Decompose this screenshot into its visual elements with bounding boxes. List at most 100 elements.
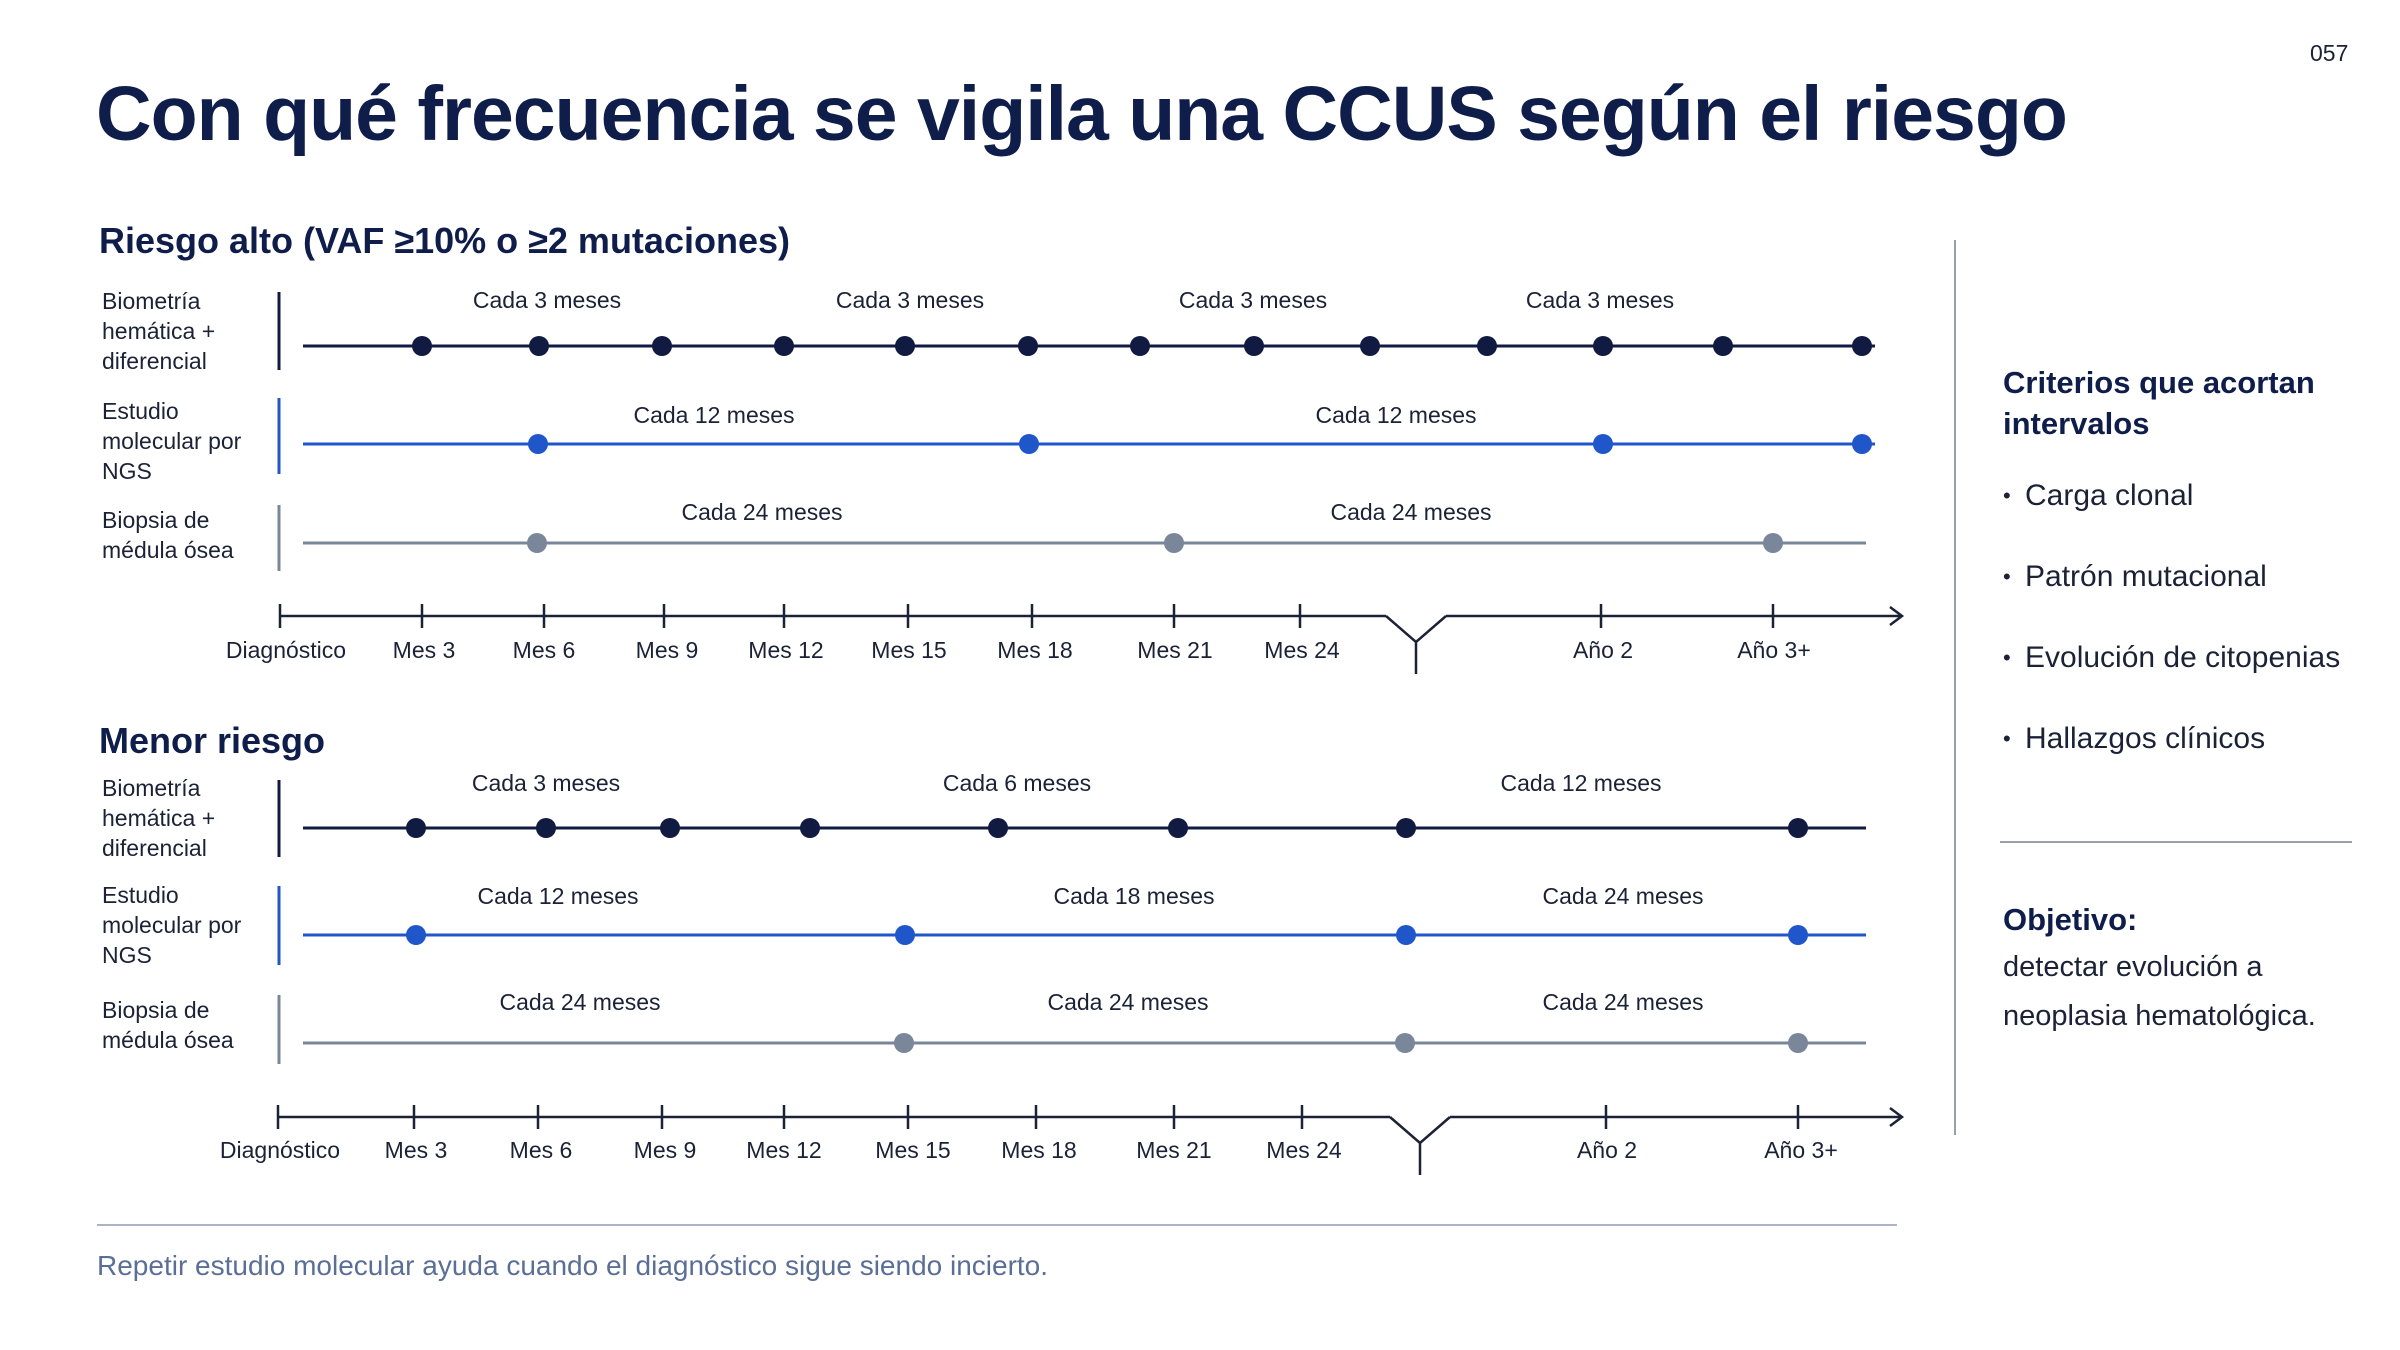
axis-arrow-icon bbox=[1889, 606, 1905, 626]
visit-dot bbox=[1396, 925, 1416, 945]
visit-dot bbox=[988, 818, 1008, 838]
section-title-lower-risk: Menor riesgo bbox=[99, 720, 326, 761]
axis-tick-label: Mes 24 bbox=[1266, 1137, 1342, 1163]
visit-dot bbox=[894, 1033, 914, 1053]
interval-label: Cada 24 meses bbox=[1047, 989, 1208, 1015]
axis-tick-label: Mes 9 bbox=[636, 637, 699, 663]
row-label-ngs: Estudio molecular por NGS bbox=[102, 398, 242, 484]
row-label-blood-count: Biometría hemática + diferencial bbox=[102, 775, 216, 861]
axis-tick-label: Mes 18 bbox=[997, 637, 1072, 663]
criteria-item: Patrón mutacional bbox=[2003, 555, 2340, 636]
visit-dot bbox=[1788, 818, 1808, 838]
section-title-high-risk: Riesgo alto (VAF ≥10% o ≥2 mutaciones) bbox=[99, 220, 790, 261]
interval-label: Cada 24 meses bbox=[1542, 883, 1703, 909]
visit-dot bbox=[1164, 533, 1184, 553]
visit-dot bbox=[1396, 818, 1416, 838]
interval-label: Cada 24 meses bbox=[1542, 989, 1703, 1015]
interval-label: Cada 12 meses bbox=[633, 402, 794, 428]
visit-dot bbox=[1852, 434, 1872, 454]
criteria-item: Evolución de citopenias bbox=[2003, 636, 2340, 717]
axis-tick-label: Mes 15 bbox=[875, 1137, 950, 1163]
row-label-blood-count: Biometría hemática + diferencial bbox=[102, 288, 216, 374]
axis-break bbox=[1385, 615, 1447, 644]
interval-label: Cada 24 meses bbox=[499, 989, 660, 1015]
goal-title: Objetivo: bbox=[2003, 902, 2138, 937]
visit-dot bbox=[406, 818, 426, 838]
interval-label: Cada 6 meses bbox=[943, 770, 1091, 796]
visit-dot bbox=[1395, 1033, 1415, 1053]
visit-dot bbox=[774, 336, 794, 356]
vertical-divider bbox=[1954, 240, 1956, 1135]
axis-tick-label: Año 3+ bbox=[1764, 1137, 1838, 1163]
visit-dot bbox=[529, 336, 549, 356]
interval-label: Cada 3 meses bbox=[473, 287, 621, 313]
axis-tick-label: Diagnóstico bbox=[220, 1137, 340, 1163]
axis-tick-label: Mes 12 bbox=[748, 637, 823, 663]
visit-dot bbox=[895, 336, 915, 356]
visit-dot bbox=[1593, 434, 1613, 454]
axis-tick-label: Mes 12 bbox=[746, 1137, 821, 1163]
visit-dot bbox=[536, 818, 556, 838]
visit-dot bbox=[527, 533, 547, 553]
visit-dot bbox=[800, 818, 820, 838]
goal-text: detectar evolución a neoplasia hematológ… bbox=[2003, 951, 2316, 1032]
surveillance-timeline: Cada 3 meses Cada 3 meses Cada 3 meses Cada… bbox=[220, 287, 1905, 1175]
axis-tick-label: Mes 18 bbox=[1001, 1137, 1076, 1163]
axis-tick-label: Mes 6 bbox=[510, 1137, 573, 1163]
axis-tick-label: Año 2 bbox=[1577, 1137, 1637, 1163]
visit-dot bbox=[652, 336, 672, 356]
interval-label: Cada 3 meses bbox=[1179, 287, 1327, 313]
criteria-item: Hallazgos clínicos bbox=[2003, 717, 2340, 798]
visit-dot bbox=[1852, 336, 1872, 356]
axis-tick-label: Año 3+ bbox=[1737, 637, 1811, 663]
sidebar-divider bbox=[2000, 841, 2352, 843]
page-number: 057 bbox=[2310, 40, 2349, 66]
axis-tick-label: Mes 3 bbox=[385, 1137, 448, 1163]
footer-note: Repetir estudio molecular ayuda cuando e… bbox=[97, 1250, 1049, 1281]
axis-tick-label: Mes 21 bbox=[1137, 637, 1212, 663]
visit-dot bbox=[1593, 336, 1613, 356]
visit-dot bbox=[1713, 336, 1733, 356]
axis-tick-label: Diagnóstico bbox=[226, 637, 346, 663]
interval-label: Cada 3 meses bbox=[1526, 287, 1674, 313]
visit-dot bbox=[1763, 533, 1783, 553]
visit-dot bbox=[1788, 925, 1808, 945]
axis-tick-label: Mes 3 bbox=[393, 637, 456, 663]
interval-label: Cada 24 meses bbox=[1330, 499, 1491, 525]
visit-dot bbox=[1788, 1033, 1808, 1053]
page-title: Con qué frecuencia se vigila una CCUS se… bbox=[96, 71, 2068, 157]
visit-dot bbox=[895, 925, 915, 945]
axis-tick-label: Mes 24 bbox=[1264, 637, 1340, 663]
axis-tick-label: Mes 9 bbox=[634, 1137, 697, 1163]
row-label-ngs: Estudio molecular por NGS bbox=[102, 882, 242, 968]
criteria-item: Carga clonal bbox=[2003, 474, 2340, 555]
footer-divider bbox=[97, 1224, 1897, 1226]
visit-dot bbox=[1130, 336, 1150, 356]
interval-label: Cada 12 meses bbox=[1500, 770, 1661, 796]
row-label-bone-marrow: Biopsia de médula ósea bbox=[102, 997, 234, 1053]
visit-dot bbox=[1168, 818, 1188, 838]
criteria-title: Criterios que acortan intervalos bbox=[2003, 365, 2315, 441]
interval-label: Cada 3 meses bbox=[472, 770, 620, 796]
visit-dot bbox=[1018, 336, 1038, 356]
visit-dot bbox=[1360, 336, 1380, 356]
interval-label: Cada 18 meses bbox=[1053, 883, 1214, 909]
axis-tick-label: Mes 21 bbox=[1136, 1137, 1211, 1163]
interval-label: Cada 24 meses bbox=[681, 499, 842, 525]
axis-tick-label: Año 2 bbox=[1573, 637, 1633, 663]
visit-dot bbox=[660, 818, 680, 838]
visit-dot bbox=[406, 925, 426, 945]
visit-dot bbox=[528, 434, 548, 454]
axis-tick-label: Mes 6 bbox=[513, 637, 576, 663]
interval-label: Cada 3 meses bbox=[836, 287, 984, 313]
axis-break bbox=[1389, 1116, 1451, 1145]
criteria-list: Carga clonal Patrón mutacional Evolución… bbox=[2003, 474, 2340, 798]
interval-label: Cada 12 meses bbox=[1315, 402, 1476, 428]
axis-tick-label: Mes 15 bbox=[871, 637, 946, 663]
visit-dot bbox=[412, 336, 432, 356]
interval-label: Cada 12 meses bbox=[477, 883, 638, 909]
visit-dot bbox=[1244, 336, 1264, 356]
visit-dot bbox=[1019, 434, 1039, 454]
row-label-bone-marrow: Biopsia de médula ósea bbox=[102, 507, 234, 563]
visit-dot bbox=[1477, 336, 1497, 356]
